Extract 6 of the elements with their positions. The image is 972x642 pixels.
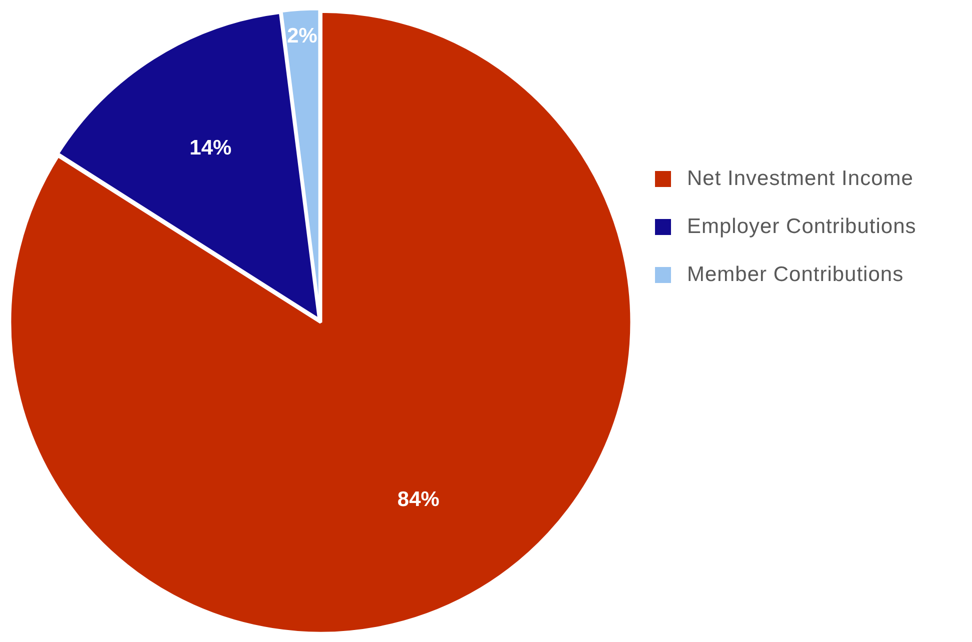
data-label: 84%	[397, 488, 440, 511]
legend-label: Member Contributions	[687, 263, 904, 287]
data-label: 14%	[190, 136, 232, 160]
legend-label: Net Investment Income	[687, 167, 914, 191]
data-label: 2%	[286, 24, 318, 48]
legend-label: Employer Contributions	[687, 215, 916, 239]
